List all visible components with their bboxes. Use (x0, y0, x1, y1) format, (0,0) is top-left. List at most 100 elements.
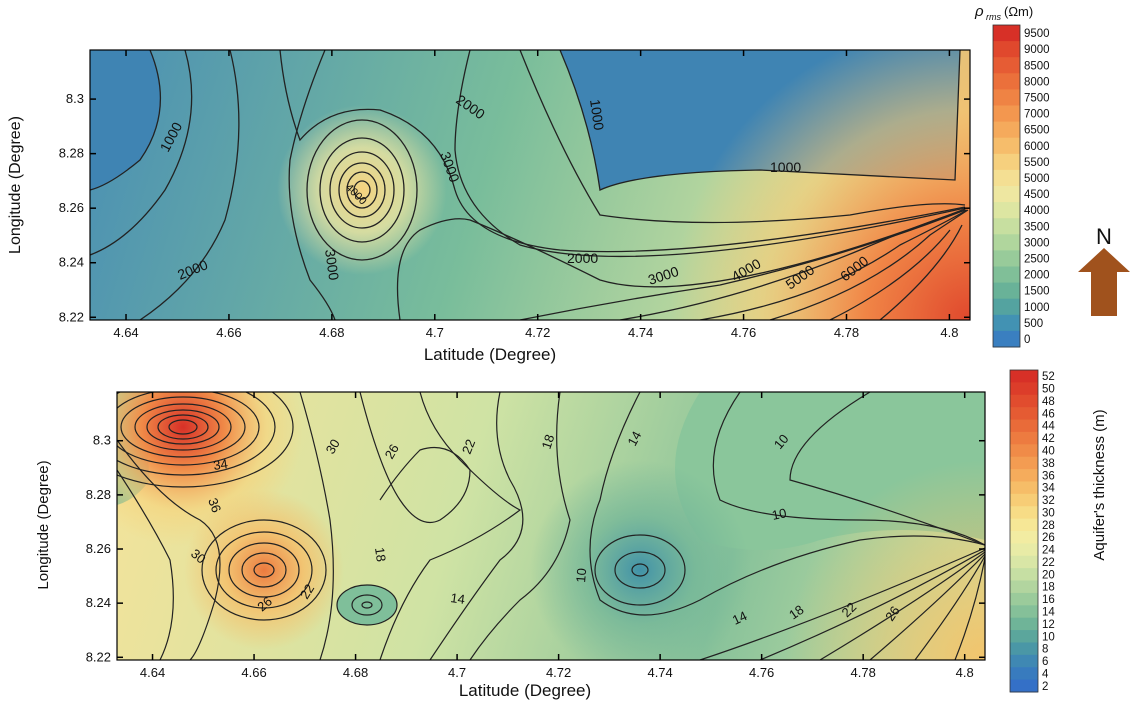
top-colorbar-cell (993, 25, 1020, 42)
bottom-y-tick-label: 8.22 (86, 649, 111, 664)
top-colorbar-label: 2000 (1024, 270, 1050, 282)
bottom-colorbar-label: 8 (1042, 644, 1048, 656)
bottom-colorbar-cell (1010, 456, 1038, 470)
bottom-colorbar-label: 26 (1042, 532, 1055, 544)
bottom-colorbar-cell (1010, 679, 1038, 693)
bottom-colorbar-label: 10 (1042, 631, 1055, 643)
bottom-contour-label: 36 (205, 496, 224, 515)
bottom-plot-frame (116, 391, 986, 661)
top-colorbar-cell (993, 330, 1020, 348)
bottom-contour-label: 14 (624, 429, 644, 449)
top-x-tick-label: 4.78 (834, 325, 859, 340)
bottom-colorbar-cell (1010, 654, 1038, 668)
top-colorbar-cell (993, 186, 1020, 203)
bottom-contour-label: 22 (459, 437, 478, 456)
bottom-y-tick-label: 8.26 (86, 541, 111, 556)
bottom-colorbar-label: 34 (1042, 483, 1055, 495)
north-arrow-label: N (1096, 224, 1112, 249)
top-colorbar-label: 8000 (1024, 76, 1050, 88)
top-colorbar-cell (993, 121, 1020, 139)
top-colorbar-label: 2500 (1024, 253, 1050, 265)
bottom-x-tick-label: 4.74 (647, 665, 672, 680)
top-x-tick-label: 4.76 (731, 325, 756, 340)
bottom-colorbar-label: 6 (1042, 656, 1048, 668)
top-colorbar-cell (993, 218, 1020, 235)
top-colorbar-label: 1000 (1024, 302, 1050, 314)
bottom-colorbar-cell (1010, 555, 1038, 569)
bottom-colorbar-label: 52 (1042, 371, 1055, 383)
bottom-x-tick-label: 4.7 (448, 665, 466, 680)
bottom-colorbar-cell (1010, 370, 1038, 383)
bottom-colorbar-label: 18 (1042, 582, 1055, 594)
bottom-contour-plot: 34 30 26 22 18 14 10 10 36 30 26 22 18 1… (35, 369, 1108, 700)
bottom-colorbar-label: 24 (1042, 545, 1055, 557)
bottom-contour-label: 14 (730, 608, 749, 628)
top-colorbar-cell (993, 137, 1020, 155)
bottom-contour-label: 10 (573, 568, 589, 584)
top-x-tick-label: 4.68 (319, 325, 344, 340)
top-x-tick-label: 4.74 (628, 325, 653, 340)
top-plot-frame (89, 49, 971, 321)
bottom-colorbar-title: Aquifer's thickness (m) (1091, 409, 1108, 560)
bottom-southeast-fill (117, 392, 985, 660)
bottom-x-tick-label: 4.76 (749, 665, 774, 680)
top-colorbar-label: 6500 (1024, 125, 1050, 137)
top-colorbar-label: 6000 (1024, 141, 1050, 153)
bottom-colorbar-label: 16 (1042, 594, 1055, 606)
top-y-axis-label: Longitude (Degree) (7, 116, 24, 254)
bottom-colorbar: 5250484644424038363432302826242220181614… (1009, 369, 1108, 693)
bottom-colorbar-label: 36 (1042, 470, 1055, 482)
bottom-colorbar-label: 42 (1042, 433, 1055, 445)
bottom-contour-label: 26 (382, 441, 402, 461)
north-arrow-icon (1078, 248, 1130, 316)
bottom-contour-label: 26 (882, 603, 903, 623)
top-y-axis: 8.3 8.28 8.26 8.24 8.22 (59, 91, 970, 324)
top-colorbar-label: 9500 (1024, 28, 1050, 40)
top-colorbar-label: 8500 (1024, 60, 1050, 72)
bottom-colorbar-cell (1010, 592, 1038, 606)
bottom-colorbar-label: 4 (1042, 668, 1049, 680)
top-contour-label: 3000 (322, 248, 342, 281)
top-colorbar-cell (993, 282, 1020, 300)
bottom-colorbar-label: 28 (1042, 520, 1055, 532)
bottom-x-tick-label: 4.78 (851, 665, 876, 680)
bottom-contour-label: 34 (212, 456, 228, 473)
bottom-colorbar-label: 32 (1042, 495, 1055, 507)
bottom-colorbar-label: 22 (1042, 557, 1055, 569)
top-southeast-fill (90, 50, 970, 320)
top-colorbar-border (992, 24, 1021, 348)
top-x-axis: 4.64 4.66 4.68 4.7 4.72 4.74 4.76 4.78 4.8 (113, 50, 958, 340)
top-colorbar-title-unit: (Ωm) (1004, 4, 1033, 19)
top-contour-label: 1000 (587, 98, 607, 131)
bottom-colorbar-label: 14 (1042, 607, 1055, 619)
bottom-colorbar-cell (1010, 506, 1038, 520)
north-arrow: N (1078, 224, 1130, 316)
bottom-colorbar-cell (1010, 580, 1038, 594)
top-colorbar-label: 3500 (1024, 221, 1050, 233)
bottom-colorbar-cell (1010, 431, 1038, 445)
top-colorbar-cell (993, 73, 1020, 90)
bottom-colorbar-cell (1010, 382, 1038, 396)
top-colorbar-labels: 9500900085008000750070006500600055005000… (1024, 28, 1050, 346)
top-colorbar-label: 5000 (1024, 173, 1050, 185)
top-x-axis-label: Latitude (Degree) (424, 345, 556, 364)
bottom-colorbar-cell (1010, 493, 1038, 507)
bottom-colorbar-cell (1010, 642, 1038, 656)
bottom-colorbar-cell (1010, 543, 1038, 557)
top-contour-label: 1000 (770, 159, 801, 175)
bottom-colorbar-label: 38 (1042, 458, 1055, 470)
top-colorbar-cell (993, 298, 1020, 316)
bottom-x-tick-label: 4.68 (343, 665, 368, 680)
bottom-colorbar-cell (1010, 568, 1038, 582)
top-colorbar-title-subscript: rms (986, 12, 1001, 22)
top-y-tick-label: 8.28 (59, 146, 84, 161)
top-colorbar-cell (993, 266, 1020, 284)
top-colorbar-cell (993, 105, 1020, 123)
bottom-y-tick-label: 8.3 (93, 433, 111, 448)
top-colorbar-cell (993, 57, 1020, 74)
top-colorbar-cell (993, 41, 1020, 58)
top-colorbar-cell (993, 234, 1020, 251)
top-x-tick-label: 4.64 (113, 325, 138, 340)
